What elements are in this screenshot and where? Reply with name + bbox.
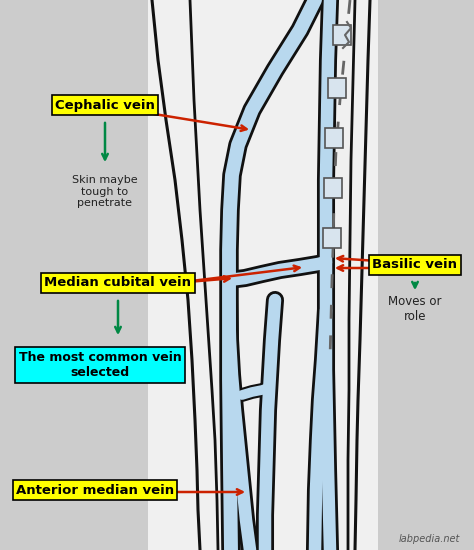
Text: Cephalic vein: Cephalic vein bbox=[55, 98, 155, 112]
Text: Skin maybe
tough to
penetrate: Skin maybe tough to penetrate bbox=[72, 175, 138, 208]
FancyBboxPatch shape bbox=[333, 25, 351, 45]
Text: labpedia.net: labpedia.net bbox=[399, 534, 460, 544]
FancyBboxPatch shape bbox=[323, 228, 341, 248]
FancyBboxPatch shape bbox=[324, 178, 342, 198]
FancyBboxPatch shape bbox=[325, 128, 343, 148]
Text: Basilic vein: Basilic vein bbox=[373, 258, 457, 272]
Text: The most common vein
selected: The most common vein selected bbox=[18, 351, 182, 379]
Text: Moves or
role: Moves or role bbox=[388, 295, 442, 323]
FancyBboxPatch shape bbox=[328, 78, 346, 98]
FancyBboxPatch shape bbox=[148, 0, 378, 550]
Text: Median cubital vein: Median cubital vein bbox=[45, 277, 191, 289]
Text: Anterior median vein: Anterior median vein bbox=[16, 483, 174, 497]
